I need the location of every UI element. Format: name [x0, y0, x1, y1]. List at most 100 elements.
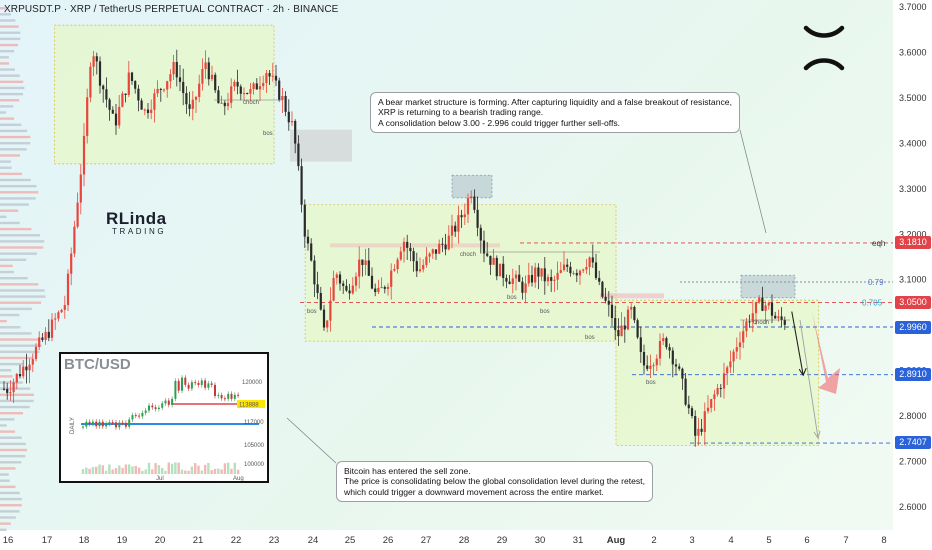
candle-body [354, 276, 358, 286]
inset-candle-body [233, 394, 236, 399]
candle-body [639, 337, 642, 352]
candle-body [777, 316, 780, 319]
candle-body [300, 166, 303, 205]
candle-body [380, 287, 383, 289]
volume-profile-bar [0, 154, 21, 157]
candle-body [242, 93, 246, 95]
candle-body [399, 251, 402, 260]
volume-profile-bar [0, 105, 14, 108]
candle-body [572, 272, 575, 274]
candle-body [703, 411, 706, 432]
inset-volume-bar [98, 464, 101, 474]
level-label-eqh: eqh [872, 239, 885, 248]
candle-body [783, 319, 786, 325]
inset-candle-body [171, 398, 174, 405]
volume-profile-bar [0, 467, 16, 470]
time-axis-tick: 27 [421, 535, 432, 546]
time-axis-tick: 24 [308, 535, 319, 546]
volume-profile-bar [0, 375, 13, 378]
volume-profile-bar [0, 448, 28, 452]
candle-body [530, 274, 534, 283]
inset-volume-bar [147, 462, 151, 474]
candle-body [73, 226, 76, 254]
inset-volume-bar [111, 469, 114, 474]
volume-profile-bar [0, 387, 31, 390]
candle-body [271, 75, 274, 77]
candle-body [774, 315, 777, 319]
structure-label: choch [460, 252, 476, 258]
volume-profile-bar [0, 461, 22, 464]
inset-candle-body [197, 382, 200, 386]
candle-body [28, 364, 31, 371]
candle-body [201, 69, 204, 84]
candle-body [338, 274, 342, 284]
btc-inset-chart: DAILY 113888 120000 117000 105000 100000 Jul Au… [59, 352, 269, 483]
inset-volume-bar [164, 470, 167, 474]
candle-body [47, 331, 50, 338]
candle-body [444, 244, 447, 250]
candle-body [623, 325, 626, 330]
candle-body [706, 407, 710, 412]
candle-body [25, 366, 28, 371]
time-axis-tick: 29 [497, 535, 508, 546]
inset-volume-bar [217, 468, 220, 474]
inset-candle-body [154, 407, 157, 409]
volume-profile-bar [0, 356, 33, 360]
candle-body [735, 347, 738, 352]
candle-body [249, 89, 252, 94]
secondary-projection [799, 319, 819, 439]
price-axis-tick: 3.5000 [899, 93, 927, 103]
inset-volume-bar [187, 470, 190, 474]
inset-candle-body [111, 422, 114, 424]
time-axis-tick: 31 [573, 535, 584, 546]
candle-body [633, 306, 636, 321]
inset-candle-body [128, 419, 131, 427]
volume-profile-bar [0, 326, 21, 329]
candle-body [102, 85, 105, 90]
xrp-logo-icon [803, 25, 845, 71]
candle-body [508, 281, 511, 284]
arrow-head [813, 430, 821, 440]
candle-body [761, 297, 764, 311]
candle-body [732, 351, 735, 362]
candle-body [108, 99, 111, 110]
chart-title: XRPUSDT.P · XRP / TetherUS PERPETUAL CON… [4, 4, 339, 15]
inset-y-tick: 117000 [244, 420, 264, 426]
candle-body [434, 249, 438, 254]
candle-body [342, 283, 345, 286]
inset-candle-body [157, 407, 160, 409]
candle-body [393, 269, 396, 271]
price-tag-eqh: 3.1810 [895, 236, 931, 249]
inset-candle-body [95, 421, 98, 427]
candle-body [146, 109, 150, 113]
structure-label: bos [646, 380, 656, 386]
volume-profile-bar [0, 74, 20, 77]
inset-volume-bar [121, 467, 124, 474]
candle-body [50, 319, 54, 338]
candle-body [246, 93, 249, 95]
inset-volume-bar [180, 469, 184, 474]
candle-body [162, 89, 166, 91]
candle-body [514, 274, 518, 279]
candle-body [89, 66, 92, 98]
candle-body [284, 95, 287, 112]
structure-label: bos [540, 309, 550, 315]
candle-body [351, 285, 354, 294]
volume-profile-bar [0, 289, 45, 292]
candle-body [319, 292, 322, 310]
inset-candle-body [144, 410, 147, 413]
candle-body [556, 272, 559, 280]
volume-profile-bar [0, 277, 28, 280]
volume-profile-bar [0, 240, 45, 243]
candle-body [665, 338, 668, 348]
candle-body [722, 373, 726, 389]
volume-profile-bar [0, 246, 44, 249]
inset-candle-body [167, 400, 170, 405]
volume-profile-bar [0, 37, 21, 41]
candle-body [754, 302, 758, 314]
price-tag-target: 2.8910 [895, 368, 931, 381]
candle-body [38, 337, 41, 347]
time-axis-tick: 16 [3, 535, 14, 546]
volume-profile-bar [0, 31, 21, 34]
